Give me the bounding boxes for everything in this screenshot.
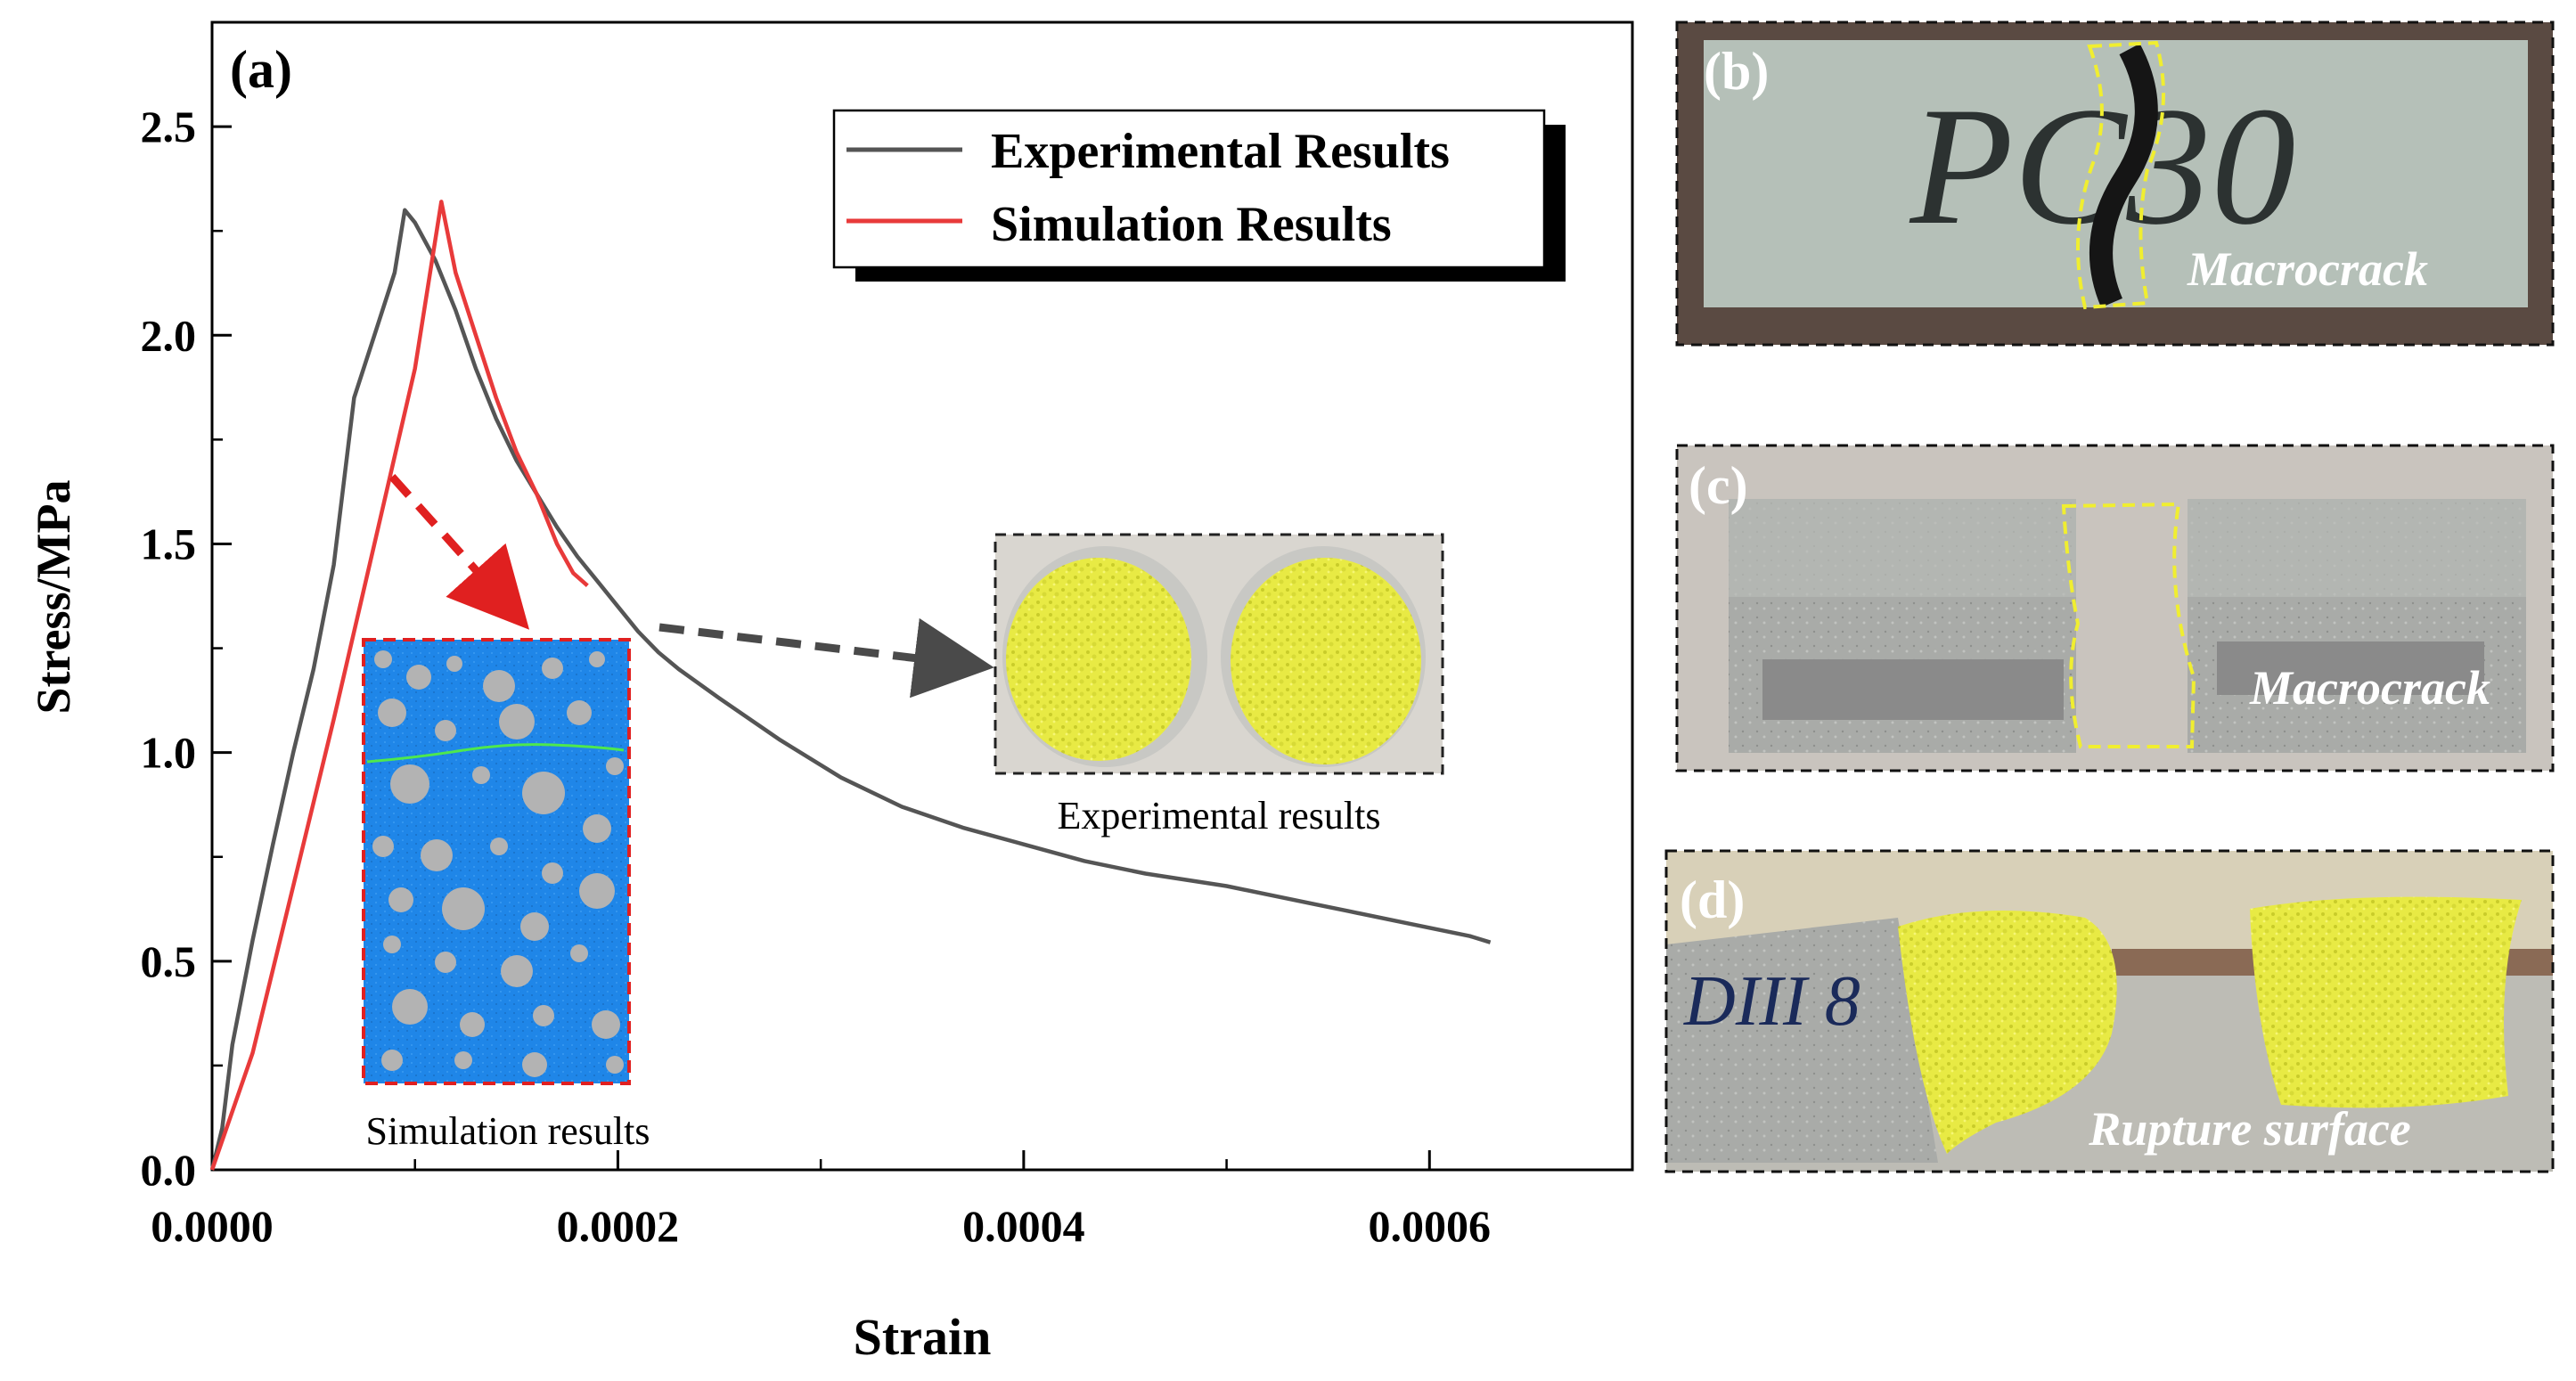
- aggregate-particle: [542, 658, 563, 679]
- legend: Experimental Results Simulation Results: [832, 109, 1566, 282]
- x-axis-label: Strain: [854, 1308, 992, 1366]
- panel-d: DIII 8 (d) Rupture surface: [1664, 849, 2555, 1173]
- y-tick-label: 1.5: [141, 519, 197, 568]
- legend-label-simulation: Simulation Results: [991, 197, 1392, 252]
- aggregate-particle: [406, 665, 431, 690]
- panel-b-border: [1675, 20, 2555, 347]
- panel-d-border: [1664, 849, 2555, 1173]
- panel-b-label: (b): [1704, 42, 1769, 101]
- aggregate-particle: [392, 989, 428, 1025]
- panel-d-rupture-left: [1898, 911, 2117, 1154]
- aggregate-particle: [606, 1056, 624, 1074]
- panel-c-label-patch-left: [1762, 659, 2064, 720]
- aggregate-particle: [372, 836, 394, 857]
- aggregate-particle: [499, 704, 535, 740]
- cylinder-left-face: [1006, 558, 1191, 761]
- series-line-experimental: [209, 208, 1492, 1171]
- panel-c-border: [1675, 444, 2555, 772]
- y-tick-label: 0.0: [141, 1145, 197, 1195]
- panel-c-block-right-top: [2188, 499, 2526, 597]
- panel-b-crack: [2089, 43, 2158, 308]
- cylinder-right-face: [1231, 558, 1421, 764]
- stress-strain-chart: 0.00.51.01.52.02.5 0.0000 0.0002 0.0004 0.0…: [27, 20, 1634, 1366]
- x-tick-label: 0.0006: [1369, 1201, 1492, 1251]
- panel-d-label: (d): [1680, 870, 1745, 929]
- series-line-simulation: [209, 200, 589, 1171]
- aggregate-particle: [483, 670, 515, 702]
- panel-c-annotation: Macrocrack: [2249, 661, 2490, 715]
- panel-c-gap-outline: [2061, 502, 2196, 748]
- simulated-crack-path: [366, 743, 625, 764]
- plot-frame: [210, 20, 1634, 1172]
- aggregate-particle: [583, 814, 611, 843]
- aggregate-particle: [421, 839, 453, 871]
- experimental-inset-border: [994, 533, 1444, 775]
- specimen-d-marking: DIII 8: [1683, 962, 1860, 1041]
- legend-label-experimental: Experimental Results: [991, 124, 1450, 179]
- panel-d-rupture-right: [2250, 896, 2522, 1108]
- arrow-to-simulation-inset: [388, 473, 530, 630]
- panel-label-a: (a): [230, 40, 292, 99]
- aggregate-particle: [378, 699, 406, 727]
- panel-d-block-left: [1666, 918, 1938, 1163]
- x-tick-labels: 0.0000 0.0002 0.0004 0.0006: [151, 1201, 1491, 1251]
- aggregate-particle: [388, 887, 413, 912]
- panel-b-annotation: Macrocrack: [2187, 242, 2428, 296]
- aggregate-particle: [579, 873, 615, 909]
- aggregate-particle: [390, 764, 429, 804]
- aggregate-particle: [542, 862, 563, 884]
- aggregate-particle: [383, 936, 401, 953]
- panel-c-block-left-top: [1729, 499, 2076, 597]
- aggregate-particles: [372, 650, 624, 1077]
- aggregate-particle: [589, 651, 605, 667]
- panel-c: (c) Macrocrack: [1675, 444, 2555, 772]
- aggregate-particle: [570, 944, 588, 962]
- aggregate-particle: [533, 1005, 554, 1026]
- y-tick-labels: 0.0 0.5 1.0 1.5 2.0 2.5: [141, 102, 197, 1195]
- aggregate-particle: [454, 1051, 472, 1069]
- experimental-inset-caption: Experimental results: [1058, 794, 1381, 838]
- aggregate-particle: [442, 887, 485, 930]
- y-tick-label: 2.0: [141, 310, 197, 360]
- aggregate-particle: [374, 650, 392, 668]
- simulation-inset: Simulation results: [362, 638, 650, 1153]
- x-tick-label: 0.0000: [151, 1201, 274, 1251]
- aggregate-particle: [435, 720, 456, 741]
- aggregate-particle: [490, 838, 508, 855]
- y-tick-label: 0.5: [141, 936, 197, 986]
- aggregate-particle: [592, 1010, 620, 1039]
- simulation-inset-border: [362, 638, 631, 1085]
- panel-d-annotation: Rupture surface: [2088, 1102, 2411, 1156]
- panel-c-label-patch-right: [2217, 641, 2484, 695]
- experimental-inset: Experimental results: [994, 533, 1444, 838]
- x-tick-label: 0.0002: [557, 1201, 680, 1251]
- arrow-to-experimental-inset: [658, 617, 994, 699]
- aggregate-particle: [606, 757, 624, 775]
- aggregate-particle: [472, 766, 490, 784]
- aggregate-particle: [522, 1052, 547, 1077]
- panel-b-crack-outline: [2076, 40, 2165, 310]
- y-tick-label: 1.0: [141, 728, 197, 778]
- x-tick-label: 0.0004: [962, 1201, 1085, 1251]
- panel-c-label: (c): [1689, 456, 1748, 515]
- aggregate-particle: [567, 700, 592, 725]
- simulation-inset-caption: Simulation results: [366, 1109, 650, 1153]
- aggregate-particle: [381, 1050, 403, 1071]
- aggregate-particle: [501, 955, 533, 987]
- aggregate-particle: [522, 772, 565, 814]
- legend-box: [832, 109, 1546, 269]
- y-axis-label: Stress/MPa: [27, 480, 80, 715]
- panel-b: PC30 (b) Macrocrack: [1675, 20, 2555, 347]
- aggregate-particle: [520, 912, 549, 941]
- y-tick-label: 2.5: [141, 102, 197, 151]
- aggregate-particle: [460, 1012, 485, 1037]
- aggregate-particle: [446, 656, 462, 672]
- aggregate-particle: [435, 952, 456, 973]
